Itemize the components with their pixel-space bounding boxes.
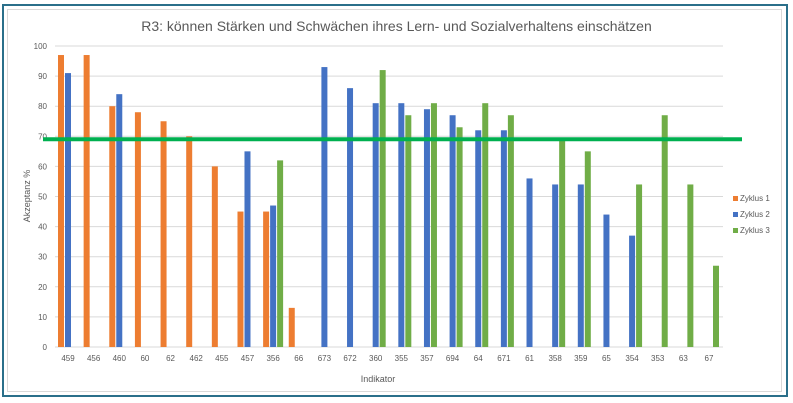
- x-tick-label: 455: [215, 354, 229, 363]
- bar-zyklus-1-459: [58, 55, 64, 347]
- bar-zyklus-3-671: [507, 115, 514, 347]
- bar-zyklus-1-66: [288, 307, 295, 347]
- y-tick-label: 0: [43, 343, 48, 352]
- legend-item-zyklus-3: Zyklus 3: [733, 222, 770, 238]
- bar-zyklus-3-67: [713, 265, 719, 347]
- chart-area: [7, 9, 782, 392]
- x-tick-label: 63: [679, 354, 688, 363]
- x-tick-label: 694: [446, 354, 460, 363]
- bar-zyklus-2-355: [398, 103, 405, 347]
- x-tick-label: 65: [602, 354, 611, 363]
- bar-zyklus-2-358: [552, 184, 559, 347]
- bar-zyklus-2-61: [526, 178, 533, 347]
- bar-zyklus-2-360: [372, 103, 379, 347]
- bar-zyklus-3-63: [687, 184, 694, 347]
- bar-zyklus-2-357: [423, 109, 430, 348]
- bar-zyklus-2-354: [629, 235, 636, 347]
- bar-zyklus-2-673: [321, 67, 328, 347]
- y-tick-label: 60: [38, 162, 47, 171]
- x-tick-label: 460: [113, 354, 127, 363]
- x-axis-label: Indikator: [361, 374, 396, 384]
- x-tick-label: 360: [369, 354, 383, 363]
- y-tick-label: 40: [38, 223, 47, 232]
- bar-zyklus-2-457: [244, 151, 251, 347]
- bar-zyklus-3-64: [482, 103, 489, 347]
- x-tick-label: 67: [705, 354, 714, 363]
- bar-zyklus-1-356: [263, 211, 270, 347]
- bar-zyklus-1-462: [186, 136, 193, 347]
- x-tick-label: 356: [266, 354, 280, 363]
- x-tick-label: 459: [61, 354, 75, 363]
- bar-zyklus-3-358: [559, 139, 566, 347]
- bar-zyklus-1-457: [237, 211, 244, 347]
- bar-zyklus-2-460: [116, 94, 123, 347]
- bar-zyklus-3-356: [277, 160, 284, 347]
- x-tick-label: 62: [166, 354, 175, 363]
- bar-zyklus-2-65: [603, 214, 610, 347]
- bar-zyklus-2-359: [577, 184, 584, 347]
- bar-zyklus-1-460: [109, 106, 116, 347]
- x-tick-label: 355: [395, 354, 409, 363]
- x-tick-label: 673: [318, 354, 332, 363]
- x-tick-label: 359: [574, 354, 588, 363]
- x-tick-label: 357: [420, 354, 434, 363]
- bar-zyklus-1-456: [83, 55, 90, 347]
- x-tick-label: 61: [525, 354, 534, 363]
- bar-zyklus-2-64: [475, 130, 482, 347]
- x-tick-label: 358: [548, 354, 562, 363]
- y-tick-label: 90: [38, 72, 47, 81]
- x-tick-label: 66: [294, 354, 303, 363]
- x-tick-label: 671: [497, 354, 511, 363]
- x-tick-label: 462: [190, 354, 204, 363]
- x-tick-label: 457: [241, 354, 255, 363]
- chart-frame: [2, 4, 788, 397]
- legend-swatch: [733, 227, 738, 233]
- bar-zyklus-3-355: [405, 115, 412, 347]
- bar-zyklus-2-356: [270, 205, 277, 347]
- x-tick-label: 353: [651, 354, 665, 363]
- chart-title: R3: können Stärken und Schwächen ihres L…: [141, 18, 652, 34]
- x-tick-label: 60: [140, 354, 149, 363]
- y-tick-label: 30: [38, 253, 47, 262]
- bar-zyklus-3-360: [379, 70, 386, 347]
- bar-zyklus-1-455: [211, 166, 218, 347]
- bar-zyklus-1-60: [134, 112, 141, 347]
- y-axis-label: Akzeptanz %: [22, 170, 32, 223]
- y-tick-label: 50: [38, 193, 47, 202]
- bar-zyklus-2-694: [449, 115, 456, 347]
- y-tick-label: 70: [38, 132, 47, 141]
- bar-zyklus-2-671: [500, 130, 507, 347]
- legend-swatch: [733, 211, 738, 217]
- bar-zyklus-2-459: [65, 73, 71, 347]
- x-tick-label: 64: [474, 354, 483, 363]
- x-tick-label: 354: [625, 354, 639, 363]
- bar-zyklus-3-357: [430, 103, 437, 347]
- x-tick-label: 672: [343, 354, 357, 363]
- bar-zyklus-3-354: [636, 184, 643, 347]
- legend-label: Zyklus 3: [740, 225, 770, 235]
- bar-zyklus-3-694: [456, 127, 463, 348]
- y-tick-label: 100: [34, 42, 48, 51]
- bar-zyklus-1-62: [160, 121, 167, 347]
- legend-label: Zyklus 1: [740, 193, 770, 203]
- y-tick-label: 20: [38, 283, 47, 292]
- y-tick-label: 10: [38, 313, 47, 322]
- bar-zyklus-3-353: [661, 115, 668, 347]
- legend-label: Zyklus 2: [740, 209, 770, 219]
- y-tick-label: 80: [38, 102, 47, 111]
- x-tick-label: 456: [87, 354, 101, 363]
- bar-zyklus-3-359: [584, 151, 591, 347]
- legend-item-zyklus-1: Zyklus 1: [733, 190, 770, 206]
- legend: Zyklus 1 Zyklus 2 Zyklus 3: [733, 190, 770, 238]
- legend-swatch: [733, 195, 738, 201]
- bar-zyklus-2-672: [347, 88, 354, 347]
- legend-item-zyklus-2: Zyklus 2: [733, 206, 770, 222]
